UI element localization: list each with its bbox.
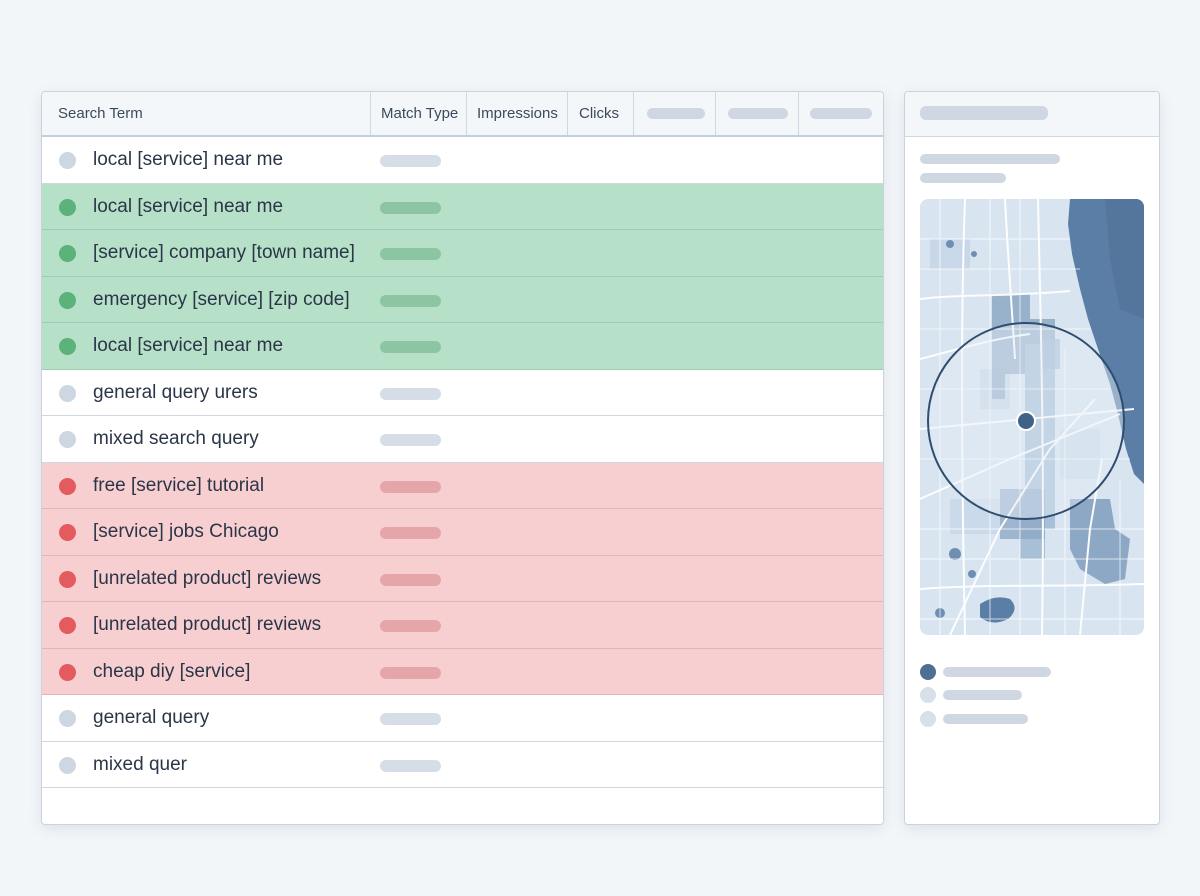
match-type-placeholder: [380, 155, 441, 167]
map-title-placeholder: [920, 106, 1048, 120]
search-term-text: mixed quer: [93, 753, 187, 775]
table-row[interactable]: emergency [service] [zip code]: [42, 276, 883, 323]
column-header-placeholder[interactable]: [716, 92, 799, 135]
status-dot-icon: [59, 570, 76, 588]
match-type-placeholder: [380, 480, 441, 493]
column-header-placeholder[interactable]: [799, 92, 883, 135]
search-term-text: [service] company [town name]: [93, 242, 355, 263]
match-type-placeholder: [380, 573, 441, 586]
column-header-impressions[interactable]: Impressions: [467, 92, 568, 135]
match-type-placeholder: [380, 341, 441, 353]
match-type-placeholder: [380, 620, 441, 632]
status-dot-icon: [59, 384, 76, 402]
status-dot-icon: [59, 663, 76, 681]
status-dot-icon: [59, 477, 76, 495]
legend-dot-icon: [920, 664, 936, 680]
table-row[interactable]: cheap diy [service]: [42, 648, 883, 695]
column-header-search-term[interactable]: Search Term: [42, 92, 371, 135]
status-dot-icon: [59, 291, 76, 309]
search-term-text: mixed search query: [93, 428, 259, 449]
status-dot-icon: [59, 617, 76, 634]
map-icon[interactable]: [920, 199, 1144, 635]
match-type-placeholder: [380, 248, 441, 260]
search-terms-table: Search Term Match Type Impressions Click…: [41, 91, 884, 825]
table-body: local [service] near me local [service] n…: [42, 137, 883, 788]
match-type-placeholder: [380, 759, 441, 772]
search-term-text: emergency [service] [zip code]: [93, 288, 350, 310]
legend-label-placeholder: [943, 714, 1028, 724]
table-row[interactable]: general query: [42, 695, 883, 742]
status-dot-icon: [59, 524, 76, 541]
table-row[interactable]: [service] company [town name]: [42, 230, 883, 277]
search-term-text: free [service] tutorial: [93, 474, 265, 496]
search-term-text: [service] jobs Chicago: [93, 521, 279, 542]
legend-label-placeholder: [943, 690, 1022, 700]
status-dot-icon: [59, 245, 76, 262]
column-header-clicks[interactable]: Clicks: [568, 92, 634, 135]
table-row[interactable]: free [service] tutorial: [42, 462, 883, 509]
match-type-placeholder: [380, 527, 441, 539]
legend-dot-icon: [920, 687, 936, 703]
search-term-text: cheap diy [service]: [93, 660, 251, 682]
legend-dot-icon: [920, 711, 936, 727]
search-term-text: [unrelated product] reviews: [93, 614, 322, 635]
table-row[interactable]: mixed search query: [42, 416, 883, 463]
search-term-text: local [service] near me: [93, 335, 284, 356]
column-header-placeholder[interactable]: [634, 92, 716, 135]
column-header-match-type[interactable]: Match Type: [371, 92, 467, 135]
search-term-text: [unrelated product] reviews: [93, 567, 322, 589]
search-term-text: general query: [93, 707, 210, 728]
table-row[interactable]: local [service] near me: [42, 183, 883, 230]
table-row[interactable]: local [service] near me: [42, 137, 883, 184]
table-row[interactable]: [unrelated product] reviews: [42, 555, 883, 602]
status-dot-icon: [59, 756, 76, 774]
status-dot-icon: [59, 338, 76, 355]
status-dot-icon: [59, 431, 76, 448]
search-term-text: local [service] near me: [93, 149, 284, 170]
search-term-text: general query urers: [93, 381, 258, 403]
table-header: Search Term Match Type Impressions Click…: [42, 92, 883, 137]
map-subtitle-placeholder: [920, 173, 1006, 183]
search-term-text: local [service] near me: [93, 195, 284, 217]
geo-map-panel: [904, 91, 1160, 825]
map-subtitle-placeholder: [920, 154, 1060, 164]
legend-label-placeholder: [943, 667, 1051, 677]
match-type-placeholder: [380, 713, 441, 725]
status-dot-icon: [59, 198, 76, 216]
map-panel-header: [905, 92, 1159, 137]
table-row[interactable]: local [service] near me: [42, 323, 883, 370]
status-dot-icon: [59, 152, 76, 169]
table-row[interactable]: [service] jobs Chicago: [42, 509, 883, 556]
match-type-placeholder: [380, 294, 441, 307]
match-type-placeholder: [380, 666, 441, 679]
table-row[interactable]: [unrelated product] reviews: [42, 602, 883, 649]
status-dot-icon: [59, 710, 76, 727]
table-row[interactable]: general query urers: [42, 369, 883, 416]
match-type-placeholder: [380, 387, 441, 400]
table-row[interactable]: mixed quer: [42, 741, 883, 788]
match-type-placeholder: [380, 434, 441, 446]
match-type-placeholder: [380, 201, 441, 214]
